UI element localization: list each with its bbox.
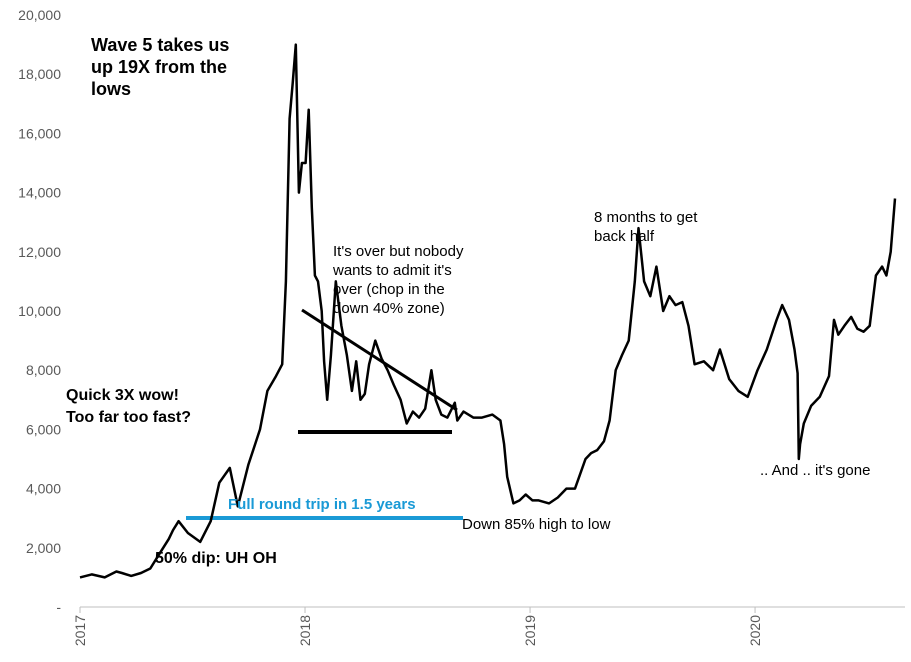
annotation-wave5: Wave 5 takes us up 19X from the lows (91, 35, 234, 99)
y-tick-label: - (56, 599, 61, 615)
series-layer (79, 43, 897, 579)
annotation-roundtrip: Full round trip in 1.5 years (228, 496, 416, 513)
y-tick-label: 8,000 (26, 362, 61, 378)
price-series-line (79, 43, 897, 579)
annotation-gone: .. And .. it's gone (760, 462, 870, 479)
x-tick-label: 2018 (297, 615, 313, 646)
annotation-quick3x: Quick 3X wow! Too far too fast? (66, 387, 191, 426)
y-tick-label: 2,000 (26, 540, 61, 556)
descending-trendline (301, 308, 458, 412)
trend-drawings (186, 308, 463, 520)
annotation-down85: Down 85% high to low (462, 516, 611, 533)
annotation-8-months: 8 months to get back half (594, 209, 702, 245)
x-tick-label: 2019 (522, 615, 538, 646)
y-axis: - 2,000 4,000 6,000 8,000 10,000 12,000 14,000 1… (18, 7, 61, 615)
y-tick-label: 4,000 (26, 481, 61, 497)
annotation-nobody: It's over but nobody wants to admit it's… (332, 243, 468, 317)
x-axis: 2017 2018 2019 2020 (72, 606, 905, 646)
y-tick-label: 20,000 (18, 7, 61, 23)
x-tick-label: 2020 (747, 615, 763, 646)
y-tick-label: 10,000 (18, 303, 61, 319)
y-tick-label: 6,000 (26, 421, 61, 437)
y-tick-label: 12,000 (18, 244, 61, 260)
y-tick-label: 14,000 (18, 185, 61, 201)
annotation-50-dip: 50% dip: UH OH (155, 550, 277, 567)
y-tick-label: 16,000 (18, 125, 61, 141)
y-tick-label: 18,000 (18, 66, 61, 82)
x-tick-label: 2017 (72, 615, 88, 646)
